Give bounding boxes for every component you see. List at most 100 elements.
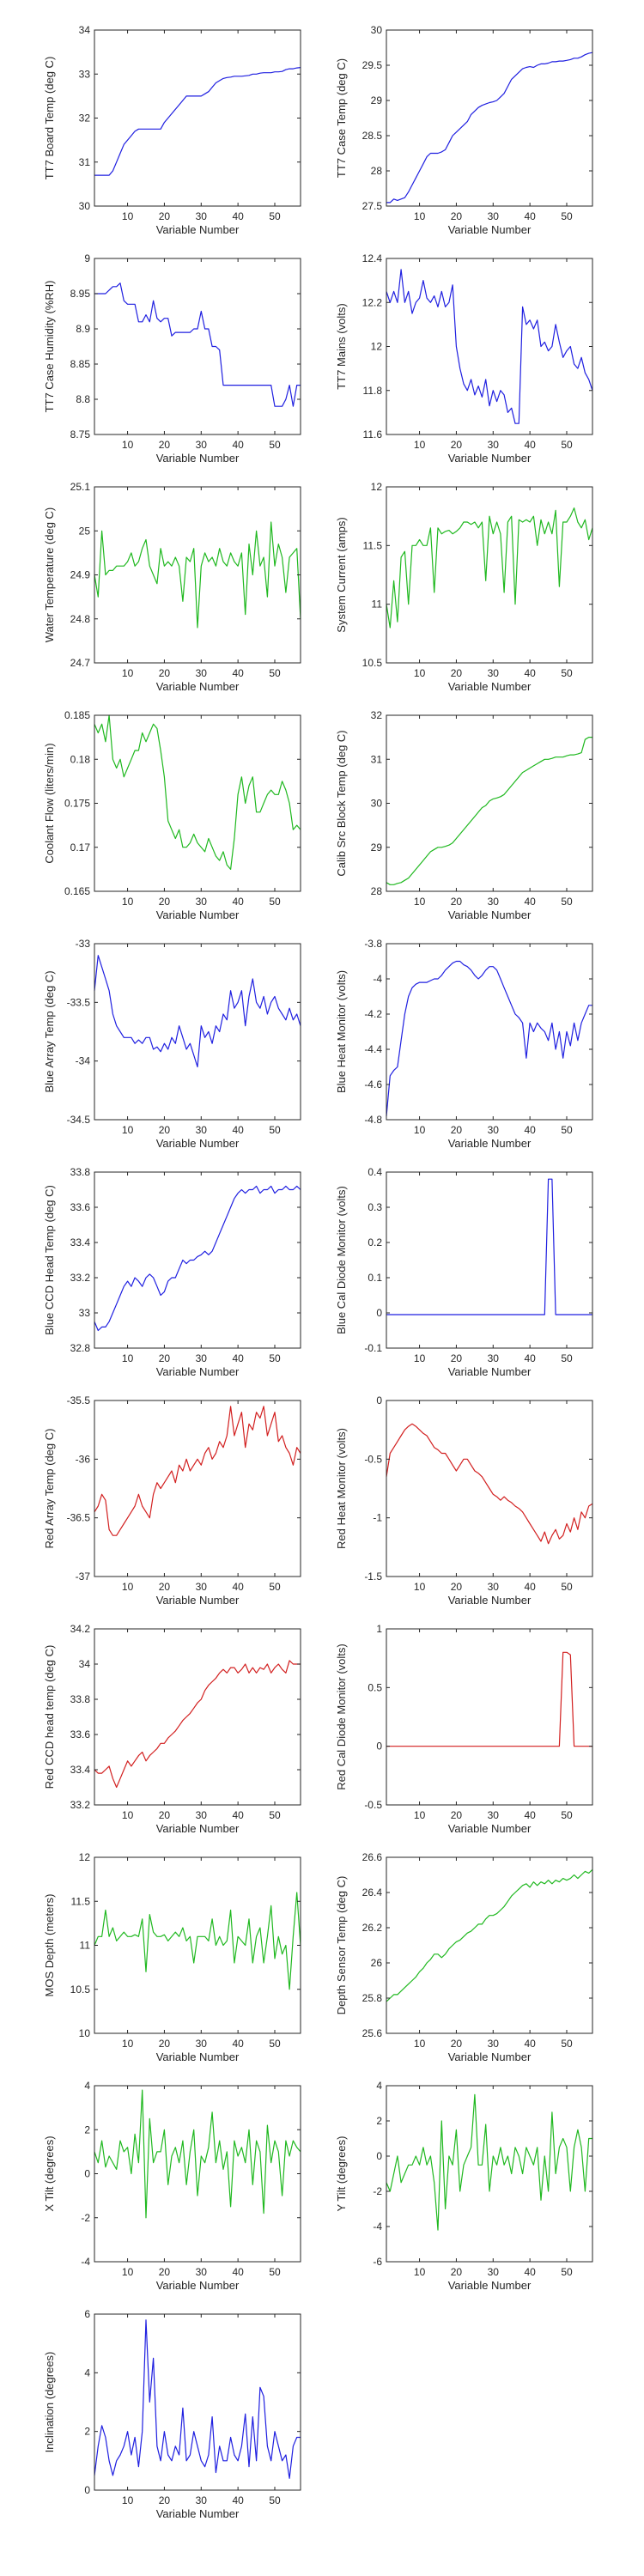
x-tick-label: 10 bbox=[122, 439, 134, 451]
x-tick-label: 20 bbox=[451, 667, 463, 679]
y-tick-label: 33.4 bbox=[70, 1764, 91, 1776]
y-axis-label: TT7 Mains (volts) bbox=[335, 303, 348, 389]
x-tick-label: 10 bbox=[122, 210, 134, 222]
x-axis-label: Variable Number bbox=[448, 2050, 532, 2063]
y-tick-label: 26 bbox=[371, 1957, 383, 1969]
y-tick-label: 11 bbox=[80, 1940, 91, 1952]
y-tick-label: 10.5 bbox=[362, 657, 383, 669]
x-tick-label: 40 bbox=[524, 2038, 536, 2050]
y-tick-label: -37 bbox=[76, 1571, 91, 1583]
y-tick-label: 30 bbox=[371, 798, 383, 810]
x-tick-label: 40 bbox=[524, 667, 536, 679]
y-axis-label: Red Heat Monitor (volts) bbox=[335, 1428, 348, 1549]
y-tick-label: 25 bbox=[79, 525, 91, 537]
axes-frame bbox=[94, 258, 301, 435]
x-tick-label: 50 bbox=[561, 210, 573, 222]
y-tick-label: 0.4 bbox=[368, 1166, 382, 1178]
axes-frame bbox=[94, 2313, 301, 2491]
series-line bbox=[386, 736, 592, 885]
y-axis-label: Blue Heat Monitor (volts) bbox=[335, 970, 348, 1093]
x-tick-label: 40 bbox=[524, 1124, 536, 1136]
y-tick-label: -33.5 bbox=[67, 996, 91, 1008]
x-axis-label: Variable Number bbox=[448, 680, 532, 693]
y-tick-label: 12 bbox=[371, 341, 383, 353]
x-axis-label: Variable Number bbox=[448, 1365, 532, 1378]
y-tick-label: 24.9 bbox=[70, 569, 91, 581]
y-tick-label: 27.5 bbox=[362, 200, 383, 212]
y-axis-label: Calib Src Block Temp (deg C) bbox=[335, 730, 348, 876]
series-line bbox=[94, 1660, 301, 1789]
x-tick-label: 30 bbox=[196, 1124, 208, 1136]
chart-panel: 10 20 30 40 50 33.2 33.4 33.6 33.8 34 34.2 Variable… bbox=[43, 1623, 301, 1835]
y-axis-label: Red CCD head temp (deg C) bbox=[43, 1645, 56, 1789]
x-tick-label: 20 bbox=[159, 896, 171, 908]
x-axis-label: Variable Number bbox=[448, 452, 532, 465]
y-tick-label: 4 bbox=[84, 2080, 90, 2092]
x-tick-label: 20 bbox=[451, 210, 463, 222]
axes-frame bbox=[386, 1628, 593, 1806]
chart-panel: 10 20 30 40 50 -37 -36.5 -36 -35.5 Variable Numbe… bbox=[43, 1394, 301, 1607]
y-tick-label: 29 bbox=[371, 94, 383, 106]
y-tick-label: 11.6 bbox=[363, 428, 383, 440]
y-axis-label: System Current (amps) bbox=[335, 517, 348, 632]
x-axis-label: Variable Number bbox=[156, 1594, 240, 1607]
x-axis-label: Variable Number bbox=[448, 1822, 532, 1835]
y-tick-label: -34.5 bbox=[67, 1114, 91, 1126]
y-tick-label: 34 bbox=[79, 1658, 91, 1670]
chart-panel: 10 20 30 40 50 0 2 4 6 Variable Number Inclination… bbox=[43, 2308, 301, 2520]
y-tick-label: 8.9 bbox=[76, 323, 90, 335]
y-tick-label: 32 bbox=[79, 112, 91, 125]
x-tick-label: 30 bbox=[196, 439, 208, 451]
series-line bbox=[386, 1651, 592, 1747]
y-tick-label: 0.2 bbox=[368, 1236, 382, 1249]
x-tick-label: 30 bbox=[488, 1352, 500, 1364]
x-tick-label: 40 bbox=[524, 1581, 536, 1593]
x-tick-label: 30 bbox=[196, 2038, 208, 2050]
y-axis-label: Inclination (degrees) bbox=[43, 2352, 56, 2453]
series-line bbox=[94, 283, 301, 407]
y-tick-label: -0.5 bbox=[364, 1799, 382, 1811]
x-axis-label: Variable Number bbox=[156, 908, 240, 921]
x-tick-label: 40 bbox=[232, 2494, 244, 2506]
y-tick-label: 30 bbox=[79, 200, 91, 212]
y-tick-label: 0 bbox=[376, 1394, 382, 1406]
x-tick-label: 20 bbox=[451, 1581, 463, 1593]
y-axis-label: TT7 Case Temp (deg C) bbox=[335, 58, 348, 178]
y-axis-label: X Tilt (degrees) bbox=[43, 2136, 56, 2211]
y-tick-label: 33.8 bbox=[70, 1166, 91, 1178]
chart-panel: 10 20 30 40 50 30 31 32 33 34 Variable Number TT7 B… bbox=[43, 24, 301, 236]
x-tick-label: 30 bbox=[488, 2038, 500, 2050]
y-tick-label: 26.6 bbox=[362, 1851, 383, 1863]
y-tick-label: -4.4 bbox=[364, 1043, 382, 1055]
y-tick-label: 31 bbox=[371, 753, 383, 765]
x-tick-label: 50 bbox=[269, 1124, 281, 1136]
x-axis-label: Variable Number bbox=[448, 2279, 532, 2292]
axes-frame bbox=[94, 1400, 301, 1577]
x-tick-label: 10 bbox=[122, 1124, 134, 1136]
y-axis-label: Blue CCD Head Temp (deg C) bbox=[43, 1185, 56, 1335]
x-tick-label: 40 bbox=[524, 896, 536, 908]
y-tick-label: 24.8 bbox=[70, 613, 91, 625]
y-tick-label: 0 bbox=[376, 1307, 382, 1319]
y-tick-label: -4 bbox=[373, 2221, 382, 2233]
y-tick-label: -2 bbox=[373, 2185, 382, 2197]
x-tick-label: 50 bbox=[561, 439, 573, 451]
y-tick-label: -35.5 bbox=[67, 1394, 91, 1406]
axes-frame bbox=[386, 714, 593, 892]
y-tick-label: 2 bbox=[84, 2426, 90, 2438]
y-tick-label: 0 bbox=[376, 2150, 382, 2162]
y-tick-label: 33.6 bbox=[70, 1201, 91, 1213]
x-tick-label: 50 bbox=[269, 1809, 281, 1821]
y-tick-label: -4.6 bbox=[364, 1078, 382, 1091]
x-tick-label: 10 bbox=[414, 1581, 426, 1593]
axes-frame bbox=[94, 1628, 301, 1806]
series-line bbox=[386, 507, 593, 629]
x-tick-label: 50 bbox=[561, 2266, 573, 2278]
y-tick-label: -0.1 bbox=[364, 1342, 382, 1354]
x-tick-label: 10 bbox=[122, 1581, 134, 1593]
x-tick-label: 30 bbox=[196, 896, 208, 908]
x-tick-label: 10 bbox=[414, 2038, 426, 2050]
chart-panel: 10 20 30 40 50 0.165 0.17 0.175 0.18 0.185 Variabl… bbox=[43, 709, 301, 921]
y-tick-label: 33 bbox=[79, 1307, 91, 1319]
y-tick-label: 12 bbox=[79, 1851, 91, 1863]
